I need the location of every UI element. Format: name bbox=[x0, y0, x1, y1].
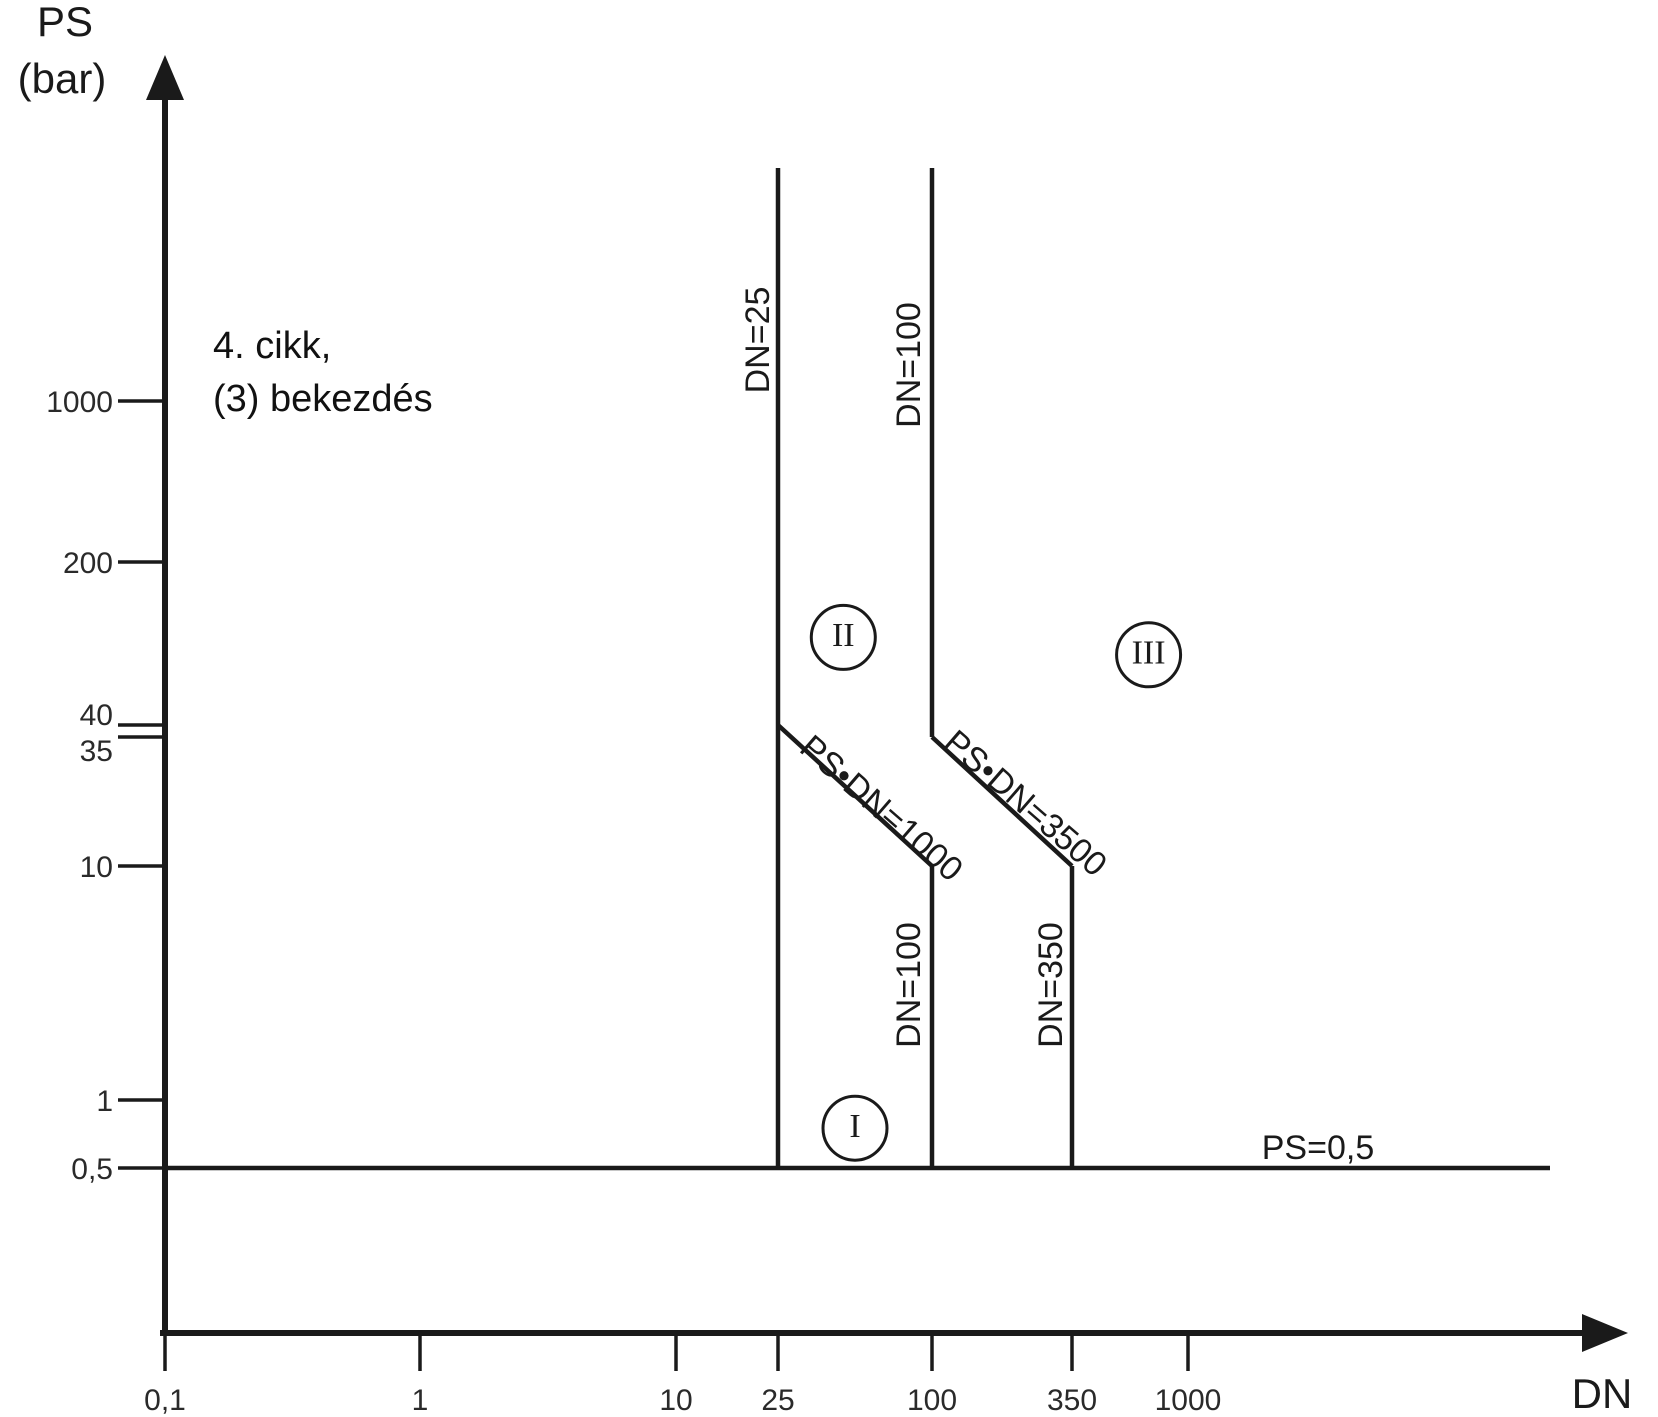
category-i-circle bbox=[821, 1094, 889, 1162]
x-tick-label-10: 10 bbox=[659, 1384, 692, 1417]
label-ps-0-5-line: PS=0,5 bbox=[1262, 1129, 1374, 1167]
y-tick-label-10: 10 bbox=[80, 851, 113, 884]
category-iii-label: III bbox=[1132, 635, 1166, 672]
label-dn-100-upper-line: DN=100 bbox=[890, 302, 928, 428]
boundary-3500 bbox=[930, 735, 1074, 868]
annotation-line2: (3) bekezdés bbox=[213, 378, 433, 420]
category-ii-circle bbox=[809, 603, 877, 671]
x-tick-label-350: 350 bbox=[1047, 1384, 1097, 1417]
x-axis-title: DN bbox=[1572, 1370, 1633, 1417]
x-axis-arrow bbox=[1582, 1314, 1628, 1352]
y-axis-title-line2: (bar) bbox=[18, 55, 107, 102]
boundary-1000 bbox=[776, 723, 934, 868]
y-tick-label-1: 1 bbox=[96, 1085, 113, 1118]
category-iii-circle bbox=[1115, 621, 1183, 689]
x-tick-label-1000: 1000 bbox=[1155, 1384, 1222, 1417]
y-tick-label-35: 35 bbox=[80, 735, 113, 768]
category-i-label: I bbox=[849, 1108, 860, 1145]
y-tick-label-200: 200 bbox=[63, 547, 113, 580]
y-axis-title-line1: PS bbox=[37, 0, 93, 45]
x-tick-label-25: 25 bbox=[761, 1384, 794, 1417]
label-dn-25-line: DN=25 bbox=[739, 287, 777, 394]
y-tick-label-40: 40 bbox=[80, 699, 113, 732]
y-tick-label-1000: 1000 bbox=[46, 386, 113, 419]
label-dn-350-line: DN=350 bbox=[1032, 922, 1070, 1048]
x-tick-label-1: 1 bbox=[412, 1384, 429, 1417]
y-axis-arrow bbox=[146, 55, 184, 100]
y-tick-label-0-5: 0,5 bbox=[71, 1153, 113, 1186]
category-ii-label: II bbox=[832, 617, 855, 654]
x-tick-label-0-1: 0,1 bbox=[144, 1384, 186, 1417]
x-tick-label-100: 100 bbox=[907, 1384, 957, 1417]
label-dn-100-lower-line: DN=100 bbox=[890, 922, 928, 1048]
annotation-line1: 4. cikk, bbox=[213, 325, 331, 367]
